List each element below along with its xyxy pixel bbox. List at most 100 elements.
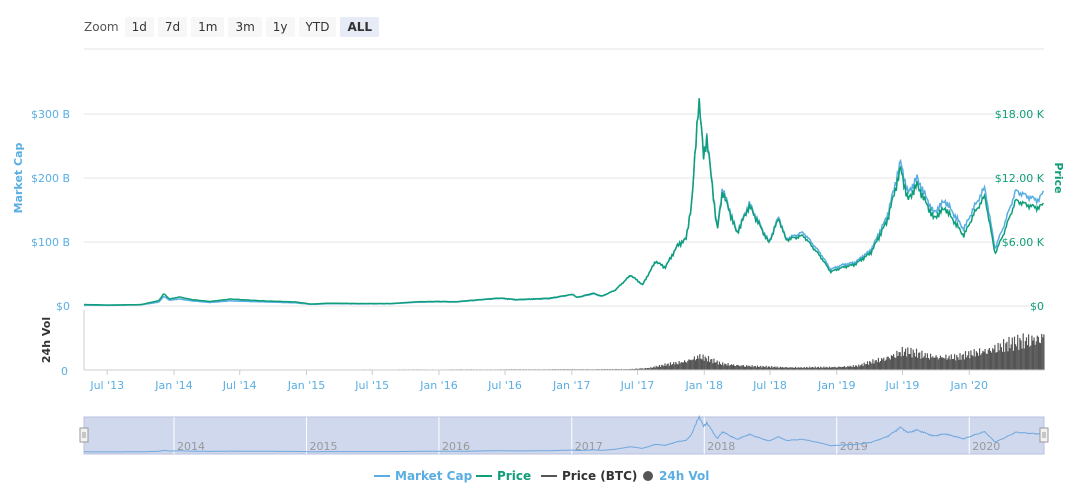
price-axis-title: Price <box>1052 162 1065 193</box>
volume-bar-545 <box>813 367 815 370</box>
volume-bar-400 <box>655 365 657 370</box>
legend-label-24h-vol: 24h Vol <box>659 469 709 483</box>
volume-bar-572 <box>842 366 845 370</box>
zoom-button-7d[interactable]: 7d <box>157 17 188 37</box>
volume-bar-424 <box>681 362 683 370</box>
volume-bar-577 <box>848 366 850 370</box>
volume-bar-449 <box>709 362 711 370</box>
volume-bar-662 <box>940 357 943 370</box>
volume-bar-368 <box>620 368 622 370</box>
x-tick-label-3: Jan '15 <box>287 379 325 392</box>
volume-bar-705 <box>987 349 989 370</box>
volume-bar-690 <box>971 355 973 370</box>
volume-bar-684 <box>964 351 967 370</box>
volume-bar-593 <box>865 364 867 370</box>
volume-bar-420 <box>677 364 679 370</box>
volume-bar-715 <box>998 350 1000 370</box>
volume-bar-378 <box>631 368 633 370</box>
volume-bar-446 <box>705 358 707 370</box>
zoom-button-all[interactable]: ALL <box>340 17 380 37</box>
zoom-button-3m[interactable]: 3m <box>228 17 262 37</box>
volume-bar-731 <box>1016 346 1018 370</box>
volume-bar-733 <box>1018 349 1020 370</box>
volume-bar-714 <box>997 343 999 370</box>
volume-bar-696 <box>977 355 980 370</box>
volume-bar-622 <box>897 356 899 370</box>
volume-bar-530 <box>797 367 799 370</box>
volume-bar-722 <box>1006 341 1008 370</box>
volume-bar-648 <box>925 358 927 370</box>
market-cap-tick-2: $200 B <box>31 172 70 185</box>
volume-bar-421 <box>678 361 680 370</box>
volume-bar-517 <box>783 367 785 370</box>
zoom-button-ytd[interactable]: YTD <box>298 17 337 37</box>
volume-bar-434 <box>692 359 694 370</box>
volume-bar-469 <box>730 364 732 370</box>
volume-bar-689 <box>970 350 972 370</box>
volume-bar-503 <box>767 366 769 370</box>
x-tick-label-12: Jul '19 <box>885 379 920 392</box>
volume-bar-519 <box>785 367 787 370</box>
volume-bar-638 <box>914 356 916 370</box>
volume-bar-479 <box>741 365 743 370</box>
legend-item-price[interactable]: Price <box>476 469 531 483</box>
volume-bar-535 <box>802 367 804 370</box>
volume-bar-640 <box>917 357 919 370</box>
volume-bar-601 <box>874 360 876 370</box>
volume-bar-654 <box>932 356 934 370</box>
volume-bar-749 <box>1035 341 1037 370</box>
volume-bar-702 <box>984 348 986 370</box>
price-tick-2: $12.00 K <box>995 172 1045 185</box>
volume-bar-645 <box>922 357 924 370</box>
navigator-handle-left[interactable] <box>79 427 89 443</box>
volume-bar-568 <box>838 366 840 370</box>
volume-bar-575 <box>846 367 848 370</box>
volume-bar-407 <box>663 366 665 370</box>
zoom-button-1m[interactable]: 1m <box>191 17 225 37</box>
volume-bar-655 <box>933 357 935 370</box>
volume-bar-748 <box>1034 344 1036 370</box>
volume-bar-504 <box>768 366 771 370</box>
volume-bar-426 <box>684 360 686 370</box>
volume-bar-524 <box>790 367 792 370</box>
volume-bar-652 <box>930 353 932 370</box>
navigator-handle-right[interactable] <box>1039 427 1049 443</box>
volume-bar-554 <box>823 366 825 370</box>
x-axis-ticks: Jul '13 Jan '14 Jul '14 Jan '15 Jul '15 Jan '… <box>89 370 988 392</box>
navigator[interactable] <box>83 416 1045 455</box>
volume-bar-512 <box>777 367 779 370</box>
volume-bar-755 <box>1042 337 1044 370</box>
legend-item-market-cap[interactable]: Market Cap <box>374 469 473 483</box>
navigator-year-2014: 2014 <box>177 440 205 453</box>
volume-bar-723 <box>1007 351 1009 370</box>
volume-bar-527 <box>793 367 796 370</box>
volume-bar-532 <box>799 367 801 370</box>
volume-bar-447 <box>706 361 708 370</box>
volume-bar-494 <box>758 367 760 370</box>
volume-bar-650 <box>927 357 930 370</box>
volume-bar-721 <box>1005 343 1007 370</box>
volume-bar-688 <box>969 358 971 370</box>
x-tick-label-7: Jan '17 <box>552 379 590 392</box>
volume-bar-518 <box>784 367 786 370</box>
zoom-button-1d[interactable]: 1d <box>124 17 154 37</box>
volume-bar-411 <box>667 363 669 370</box>
volume-bar-726 <box>1010 344 1012 370</box>
volume-bar-672 <box>951 359 953 370</box>
volume-bar-693 <box>974 356 976 370</box>
volume-bar-454 <box>714 362 716 370</box>
volume-bar-533 <box>800 366 802 370</box>
volume-bar-441 <box>700 358 702 370</box>
volume-bar-414 <box>670 364 673 370</box>
volume-bar-561 <box>830 367 833 370</box>
legend-item-price-btc[interactable]: Price (BTC) <box>541 469 637 483</box>
legend-item-24h-vol[interactable]: 24h Vol <box>643 469 709 483</box>
volume-bar-646 <box>923 356 925 370</box>
volume-bar-406 <box>662 365 664 370</box>
volume-bar-629 <box>905 348 907 370</box>
zoom-button-1y[interactable]: 1y <box>265 17 295 37</box>
volume-bar-623 <box>898 352 900 370</box>
volume-bar-439 <box>698 358 700 370</box>
volume-bar-456 <box>716 360 718 370</box>
